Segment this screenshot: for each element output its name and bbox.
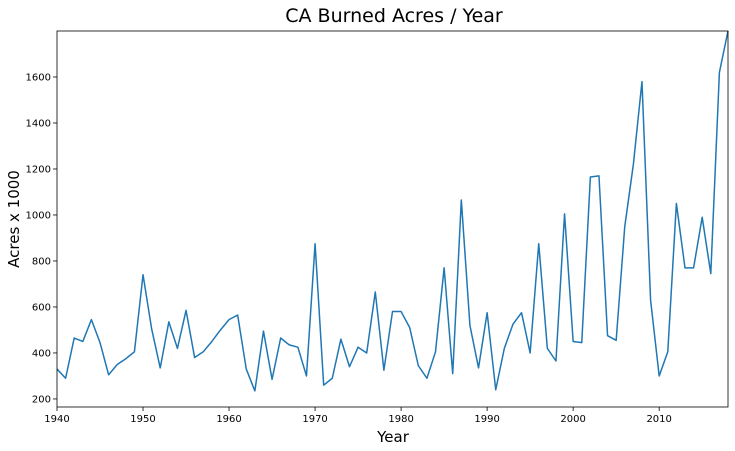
y-axis-title: Acres x 1000 bbox=[5, 170, 23, 268]
y-tick-label: 1400 bbox=[26, 118, 51, 129]
x-tick-label: 2010 bbox=[646, 414, 671, 425]
chart-title: CA Burned Acres / Year bbox=[285, 5, 503, 27]
x-tick-label: 1940 bbox=[44, 414, 69, 425]
x-tick-label: 2000 bbox=[560, 414, 585, 425]
y-tick-label: 1600 bbox=[26, 72, 51, 83]
x-axis-title: Year bbox=[376, 428, 410, 446]
plot-frame bbox=[56, 30, 729, 408]
y-tick-label: 1000 bbox=[26, 210, 51, 221]
series-line bbox=[56, 30, 729, 392]
x-tick-label: 1960 bbox=[216, 414, 241, 425]
y-axis-ticks: 200 400 600 800 1000 1200 1400 1600 bbox=[26, 72, 57, 405]
x-tick-label: 1970 bbox=[302, 414, 327, 425]
x-tick-label: 1980 bbox=[388, 414, 413, 425]
y-tick-label: 1200 bbox=[26, 164, 51, 175]
x-tick-label: 1990 bbox=[474, 414, 499, 425]
y-tick-label: 200 bbox=[32, 394, 51, 405]
x-tick-label: 1950 bbox=[130, 414, 155, 425]
y-tick-label: 400 bbox=[32, 348, 51, 359]
x-axis-ticks: 1940 1950 1960 1970 1980 1990 2000 2010 bbox=[44, 407, 672, 425]
y-tick-label: 600 bbox=[32, 302, 51, 313]
y-tick-label: 800 bbox=[32, 256, 51, 267]
